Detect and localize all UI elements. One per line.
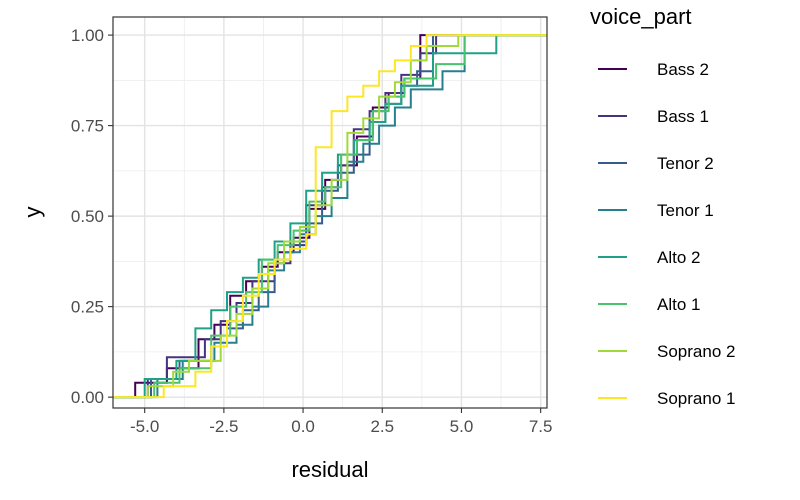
panel-background — [113, 17, 547, 408]
x-axis: -5.0 -2.5 0.0 2.5 5.0 7.5 — [130, 408, 552, 436]
x-axis-title: residual — [291, 457, 368, 482]
legend-label-soprano-2: Soprano 2 — [657, 342, 735, 361]
legend-label-tenor-2: Tenor 2 — [657, 154, 714, 173]
x-tick-label: -2.5 — [209, 417, 238, 436]
legend-label-bass-2: Bass 2 — [657, 60, 709, 79]
y-tick-label: 0.50 — [71, 207, 104, 226]
x-tick-label: 0.0 — [291, 417, 315, 436]
y-tick-label: 0.25 — [71, 298, 104, 317]
x-tick-label: -5.0 — [130, 417, 159, 436]
series-line-alto-1 — [113, 34, 547, 399]
legend-label-tenor-1: Tenor 1 — [657, 201, 714, 220]
series-line-alto-2 — [113, 34, 547, 399]
y-tick-label: 0.75 — [71, 117, 104, 136]
y-tick-label: 1.00 — [71, 26, 104, 45]
series-line-soprano-1 — [113, 34, 547, 399]
legend-title: voice_part — [590, 4, 692, 29]
panel-border — [112, 16, 548, 409]
series-line-soprano-2 — [113, 34, 547, 399]
legend-items: Bass 2 Bass 1 Tenor 2 Tenor 1 Alto 2 Alto 1 So… — [598, 60, 735, 408]
series-layer — [113, 34, 547, 399]
legend: voice_part Bass 2 Bass 1 Tenor 2 Tenor 1 Alt… — [590, 4, 735, 408]
legend-label-bass-1: Bass 1 — [657, 107, 709, 126]
legend-label-alto-2: Alto 2 — [657, 248, 700, 267]
legend-label-alto-1: Alto 1 — [657, 295, 700, 314]
y-axis-title: y — [20, 207, 45, 218]
x-tick-label: 5.0 — [450, 417, 474, 436]
y-tick-label: 0.00 — [71, 388, 104, 407]
grid-minor — [113, 17, 547, 408]
y-axis: 0.00 0.25 0.50 0.75 1.00 — [71, 26, 113, 407]
x-tick-label: 2.5 — [370, 417, 394, 436]
x-tick-label: 7.5 — [529, 417, 553, 436]
legend-label-soprano-1: Soprano 1 — [657, 389, 735, 408]
